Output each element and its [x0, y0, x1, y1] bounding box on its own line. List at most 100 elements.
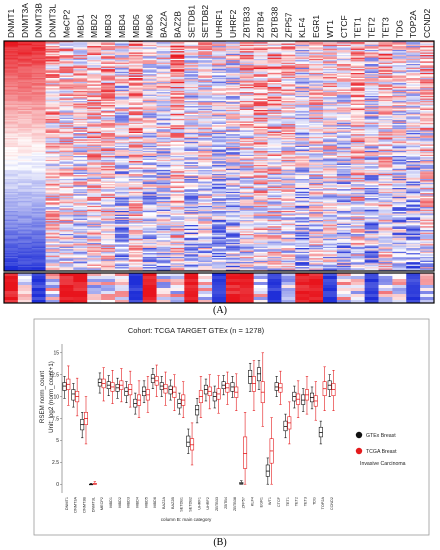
heatmap-cell: [350, 205, 365, 208]
heatmap-cell: [198, 127, 213, 130]
heatmap-cell: [114, 175, 130, 177]
heatmap-cell: [17, 176, 33, 179]
heatmap-cell: [17, 129, 33, 131]
heatmap-cell: [170, 67, 185, 70]
heatmap-cell: [87, 125, 102, 127]
heatmap-cell: [267, 51, 282, 53]
heatmap-cell: [87, 61, 102, 64]
heatmap-cell: [309, 150, 324, 153]
heatmap-cell: [17, 152, 33, 154]
heatmap-cell: [295, 87, 310, 89]
heatmap-cell: [114, 95, 130, 98]
heatmap-cell: [364, 143, 379, 145]
heatmap-cell: [212, 121, 227, 124]
heatmap-cell: [17, 117, 33, 120]
heatmap-cell: [267, 152, 282, 154]
heatmap-cell: [114, 204, 130, 207]
heatmap-cell: [253, 143, 268, 145]
heatmap-cell: [350, 166, 365, 168]
heatmap-cell: [364, 210, 379, 213]
heatmap-cell: [267, 102, 282, 104]
heatmap-cell: [45, 46, 60, 48]
heatmap-cell: [225, 177, 241, 180]
heatmap-cell: [336, 60, 352, 62]
heatmap-cell: [59, 250, 74, 253]
heatmap-cell: [114, 88, 130, 90]
heatmap-cell: [184, 56, 199, 58]
heatmap-cell: [59, 87, 74, 89]
heatmap-cell: [184, 131, 199, 134]
heatmap-cell: [309, 177, 324, 180]
heatmap-cell: [253, 236, 268, 239]
heatmap-cell: [59, 125, 74, 127]
heatmap-cell: [184, 55, 199, 57]
heatmap-cell: [281, 259, 296, 262]
heatmap-cell: [73, 103, 88, 106]
heatmap-cell: [323, 244, 338, 246]
heatmap-cell: [101, 232, 116, 235]
heatmap-cell: [4, 191, 19, 194]
heatmap-cell: [170, 221, 185, 223]
heatmap-cell: [73, 251, 88, 254]
heatmap-cell: [128, 162, 144, 164]
heatmap-cell: [281, 256, 296, 259]
heatmap-cell: [128, 216, 144, 218]
heatmap-cell: [156, 111, 171, 113]
heatmap-cell: [4, 242, 19, 245]
heatmap-cell: [198, 189, 213, 191]
heatmap-cell: [309, 124, 324, 126]
heatmap-cell: [198, 135, 213, 138]
heatmap-cell: [59, 228, 74, 231]
heatmap-cell: [336, 219, 352, 222]
heatmap-cell: [59, 103, 74, 106]
heatmap-cell: [295, 46, 310, 48]
heatmap-cell: [114, 103, 130, 106]
heatmap-cell: [184, 239, 199, 241]
heatmap-cell: [17, 126, 33, 129]
heatmap-cell: [350, 172, 365, 175]
heatmap-cell: [87, 110, 102, 112]
heatmap-cell: [156, 222, 171, 225]
heatmap-cell: [198, 76, 213, 79]
heatmap-cell: [45, 156, 60, 158]
heatmap-cell: [198, 149, 213, 152]
heatmap-cell: [323, 134, 338, 136]
heatmap-cell: [45, 210, 60, 213]
heatmap-cell: [225, 207, 241, 209]
heatmap-cell: [101, 180, 116, 182]
heatmap-cell: [73, 49, 88, 52]
heatmap-cell: [45, 194, 60, 196]
heatmap-cell: [31, 98, 46, 101]
heatmap-cell: [364, 204, 379, 207]
heatmap-cell: [156, 83, 171, 85]
heatmap-cell: [170, 236, 185, 239]
heatmap-cell: [239, 57, 254, 60]
heatmap-cell: [350, 251, 365, 254]
heatmap-cell: [198, 209, 213, 212]
heatmap-cell: [114, 171, 130, 173]
heatmap-cell: [336, 259, 352, 262]
heatmap-cell: [73, 46, 88, 48]
heatmap-cell: [59, 147, 74, 149]
heatmap-cell: [87, 210, 102, 213]
heatmap-cell: [101, 85, 116, 88]
heatmap-cell: [364, 222, 379, 225]
heatmap-cell: [350, 115, 365, 117]
heatmap-cell: [281, 81, 296, 84]
heatmap-cell: [309, 108, 324, 111]
heatmap-cell: [309, 263, 324, 265]
heatmap-cell: [267, 177, 282, 180]
heatmap-cell: [267, 85, 282, 88]
heatmap-cell: [281, 108, 296, 111]
heatmap-cell: [239, 204, 254, 207]
heatmap-cell: [281, 49, 296, 52]
heatmap-cell: [267, 235, 282, 237]
heatmap-cell: [128, 76, 144, 79]
heatmap-cell: [128, 80, 144, 83]
heatmap-cell: [378, 136, 393, 139]
heatmap-cell: [212, 41, 227, 43]
heatmap-cell: [73, 180, 88, 182]
heatmap-cell: [17, 170, 33, 172]
heatmap-cell: [225, 67, 241, 70]
heatmap-cell: [364, 81, 379, 84]
